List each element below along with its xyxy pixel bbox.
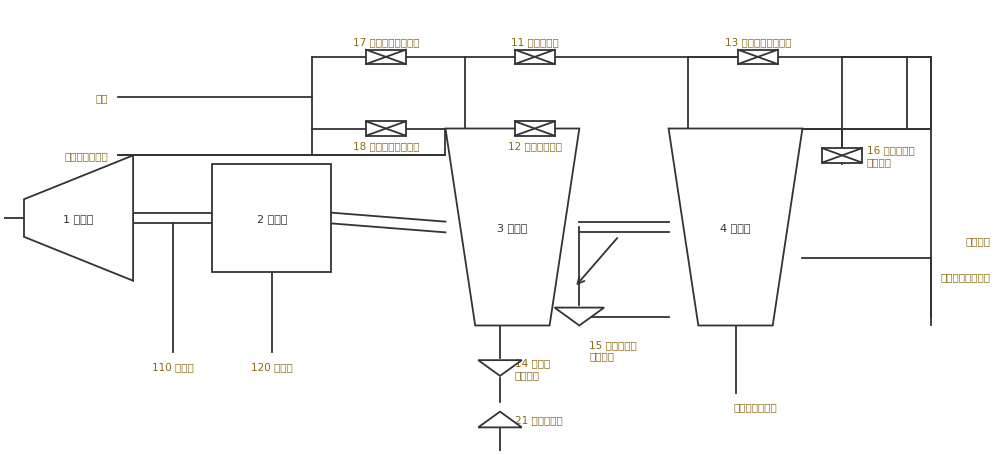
Text: 1 汽轮机: 1 汽轮机 bbox=[63, 213, 94, 223]
Text: 去氧化反应流程: 去氧化反应流程 bbox=[65, 151, 108, 161]
Polygon shape bbox=[24, 156, 133, 281]
Text: 110 联轴器: 110 联轴器 bbox=[152, 362, 194, 371]
Text: 13 膨胀机入口切断阀: 13 膨胀机入口切断阀 bbox=[725, 36, 791, 46]
Text: 15 膨胀机一级
入口导叶: 15 膨胀机一级 入口导叶 bbox=[589, 339, 637, 361]
Text: 120 联轴器: 120 联轴器 bbox=[251, 362, 293, 371]
Text: 4 膨胀机: 4 膨胀机 bbox=[720, 222, 751, 233]
Text: 来自氧化反应流程: 来自氧化反应流程 bbox=[941, 272, 991, 282]
Text: 18 第二防喘振调节阀: 18 第二防喘振调节阀 bbox=[353, 141, 419, 150]
Polygon shape bbox=[669, 129, 802, 326]
Polygon shape bbox=[478, 412, 522, 427]
Text: 2 减速机: 2 减速机 bbox=[257, 213, 287, 223]
Text: 21 空气过滤器: 21 空气过滤器 bbox=[515, 415, 563, 425]
Bar bbox=[515, 122, 555, 136]
Text: 放空: 放空 bbox=[96, 93, 108, 103]
Text: 去尾气处理装置: 去尾气处理装置 bbox=[733, 402, 777, 412]
Text: 17 第一防喘振调节阀: 17 第一防喘振调节阀 bbox=[353, 36, 419, 46]
Bar bbox=[366, 51, 406, 65]
Bar bbox=[738, 51, 778, 65]
Text: 14 压缩机
入口导叶: 14 压缩机 入口导叶 bbox=[515, 358, 550, 379]
Bar bbox=[366, 122, 406, 136]
Text: 尾气入口: 尾气入口 bbox=[966, 236, 991, 246]
Text: 16 膨胀机二级
入口导叶: 16 膨胀机二级 入口导叶 bbox=[867, 145, 915, 167]
Bar bbox=[822, 149, 862, 163]
Polygon shape bbox=[478, 360, 522, 376]
Bar bbox=[212, 165, 331, 272]
Text: 3 压缩机: 3 压缩机 bbox=[497, 222, 528, 233]
Text: 12 冷空气入口阀: 12 冷空气入口阀 bbox=[508, 141, 562, 150]
Polygon shape bbox=[555, 308, 604, 326]
Text: 11 能量回收阀: 11 能量回收阀 bbox=[511, 36, 559, 46]
Bar bbox=[515, 51, 555, 65]
Polygon shape bbox=[445, 129, 579, 326]
